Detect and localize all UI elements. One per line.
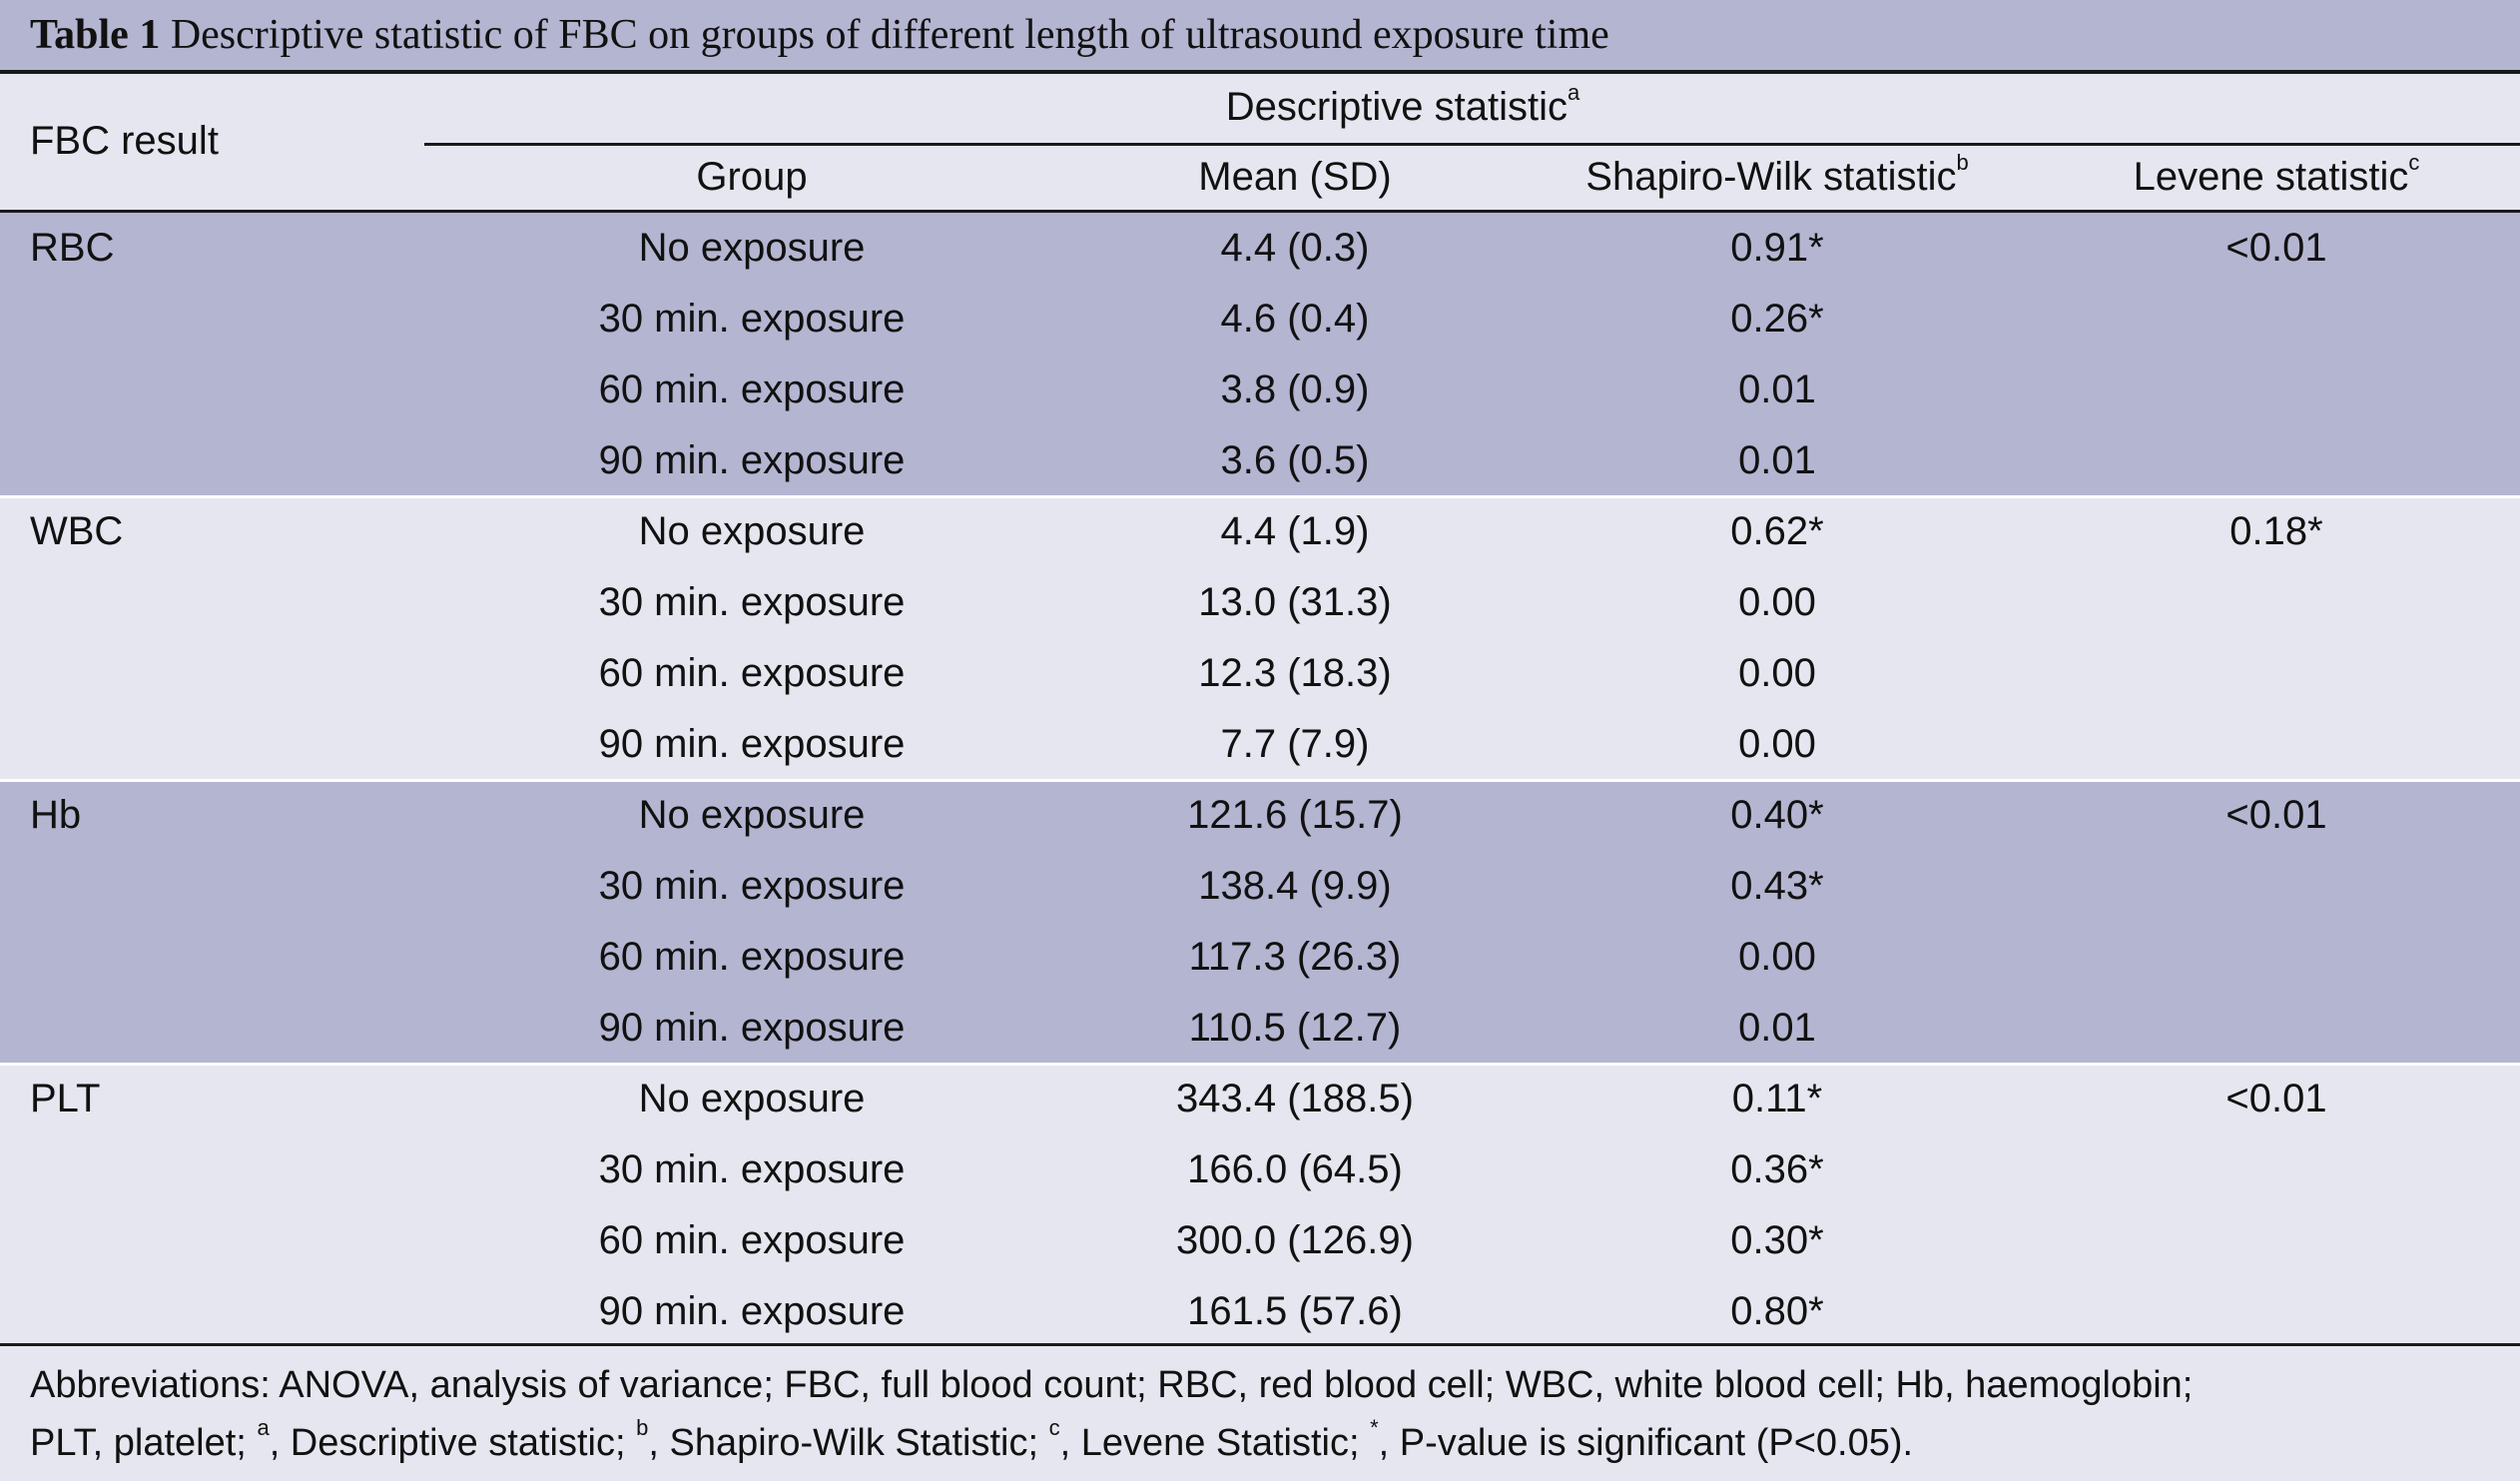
group-cell: 30 min. exposure <box>598 297 906 341</box>
group-cell: 30 min. exposure <box>598 580 906 624</box>
header-descriptive-sup: a <box>1568 79 1580 105</box>
block-separator <box>0 1063 2520 1066</box>
group-cell: 60 min. exposure <box>598 935 906 979</box>
table-block-wbc <box>0 496 2520 780</box>
fbc-result-label: RBC <box>30 226 115 270</box>
mean-sd-cell: 12.3 (18.3) <box>1198 651 1392 695</box>
group-cell: No exposure <box>638 1077 866 1120</box>
shapiro-wilk-cell: 0.30* <box>1730 1218 1824 1262</box>
header-shapiro-wilk: Shapiro-Wilk statisticb <box>1585 149 1969 199</box>
mean-sd-cell: 166.0 (64.5) <box>1187 1147 1403 1191</box>
table-block-plt <box>0 1064 2520 1347</box>
header-fbc-result: FBC result <box>30 119 219 163</box>
shapiro-wilk-cell: 0.26* <box>1730 297 1824 341</box>
header-levene-sup: c <box>2408 149 2420 175</box>
shapiro-wilk-cell: 0.36* <box>1730 1147 1824 1191</box>
bottom-rule <box>0 1343 2520 1347</box>
block-separator <box>0 779 2520 782</box>
shapiro-wilk-cell: 0.40* <box>1730 793 1824 837</box>
shapiro-wilk-cell: 0.01 <box>1738 438 1816 482</box>
shapiro-wilk-cell: 0.00 <box>1738 580 1816 624</box>
header-mean-sd: Mean (SD) <box>1198 155 1392 199</box>
group-cell: 90 min. exposure <box>598 438 906 482</box>
header-shapiro-sup: b <box>1956 149 1969 175</box>
shapiro-wilk-cell: 0.91* <box>1730 226 1824 270</box>
fbc-result-label: PLT <box>30 1077 101 1120</box>
levene-value: <0.01 <box>2225 226 2327 270</box>
table-block-hb <box>0 780 2520 1064</box>
header-bottom-rule <box>0 210 2520 213</box>
mean-sd-cell: 343.4 (188.5) <box>1176 1077 1414 1120</box>
mean-sd-cell: 121.6 (15.7) <box>1187 793 1403 837</box>
header-descriptive-statistic: Descriptive statistica <box>1225 79 1580 129</box>
shapiro-wilk-cell: 0.01 <box>1738 368 1816 411</box>
caption-label: Table 1 <box>30 12 161 58</box>
header-levene: Levene statisticc <box>2133 149 2420 199</box>
footnote-sup-a: a <box>257 1415 270 1441</box>
mean-sd-cell: 300.0 (126.9) <box>1176 1218 1414 1262</box>
mean-sd-cell: 161.5 (57.6) <box>1187 1289 1403 1333</box>
footnote-sup-c: c <box>1048 1415 1060 1441</box>
group-cell: 30 min. exposure <box>598 1147 906 1191</box>
mean-sd-cell: 110.5 (12.7) <box>1188 1006 1402 1050</box>
mean-sd-cell: 117.3 (26.3) <box>1188 935 1402 979</box>
shapiro-wilk-cell: 0.00 <box>1738 722 1816 766</box>
shapiro-wilk-cell: 0.01 <box>1738 1006 1816 1050</box>
mean-sd-cell: 4.4 (1.9) <box>1220 509 1370 553</box>
shapiro-wilk-cell: 0.80* <box>1730 1289 1824 1333</box>
footnote-sup-b: b <box>636 1415 649 1441</box>
group-cell: 90 min. exposure <box>598 1006 906 1050</box>
group-cell: 60 min. exposure <box>598 368 906 411</box>
shapiro-wilk-cell: 0.00 <box>1738 651 1816 695</box>
block-separator <box>0 495 2520 498</box>
group-cell: 60 min. exposure <box>598 1218 906 1262</box>
footnote-sup-star: * <box>1370 1415 1379 1441</box>
group-cell: No exposure <box>638 226 866 270</box>
mean-sd-cell: 4.6 (0.4) <box>1220 297 1370 341</box>
levene-value: <0.01 <box>2225 1077 2327 1120</box>
top-rule <box>0 70 2520 74</box>
shapiro-wilk-cell: 0.62* <box>1730 509 1824 553</box>
fbc-result-label: WBC <box>30 509 124 553</box>
group-cell: 90 min. exposure <box>598 1289 906 1333</box>
table-footnote: Abbreviations: ANOVA, analysis of varian… <box>0 1346 2520 1481</box>
group-cell: 90 min. exposure <box>598 722 906 766</box>
shapiro-wilk-cell: 0.11* <box>1731 1077 1823 1120</box>
table-caption: Table 1 Descriptive statistic of FBC on … <box>0 0 2520 70</box>
shapiro-wilk-cell: 0.00 <box>1738 935 1816 979</box>
shapiro-wilk-cell: 0.43* <box>1730 864 1824 908</box>
levene-value: <0.01 <box>2225 793 2327 837</box>
group-cell: No exposure <box>638 509 866 553</box>
group-cell: 60 min. exposure <box>598 651 906 695</box>
fbc-result-label: Hb <box>30 793 82 837</box>
levene-value: 0.18* <box>2229 509 2323 553</box>
mean-sd-cell: 13.0 (31.3) <box>1198 580 1392 624</box>
group-cell: 30 min. exposure <box>598 864 906 908</box>
table-block-rbc <box>0 213 2520 496</box>
caption-text: Descriptive statistic of FBC on groups o… <box>170 12 1609 58</box>
footnote-line-2: PLT, platelet; a, Descriptive statistic;… <box>30 1415 1914 1464</box>
mean-sd-cell: 7.7 (7.9) <box>1220 722 1370 766</box>
footnote-line-1: Abbreviations: ANOVA, analysis of varian… <box>30 1364 2194 1406</box>
mean-sd-cell: 4.4 (0.3) <box>1220 226 1370 270</box>
header-group: Group <box>696 155 808 199</box>
header-sub-rule <box>424 143 2520 146</box>
mean-sd-cell: 3.8 (0.9) <box>1220 368 1370 411</box>
mean-sd-cell: 3.6 (0.5) <box>1220 438 1370 482</box>
group-cell: No exposure <box>638 793 866 837</box>
mean-sd-cell: 138.4 (9.9) <box>1198 864 1392 908</box>
